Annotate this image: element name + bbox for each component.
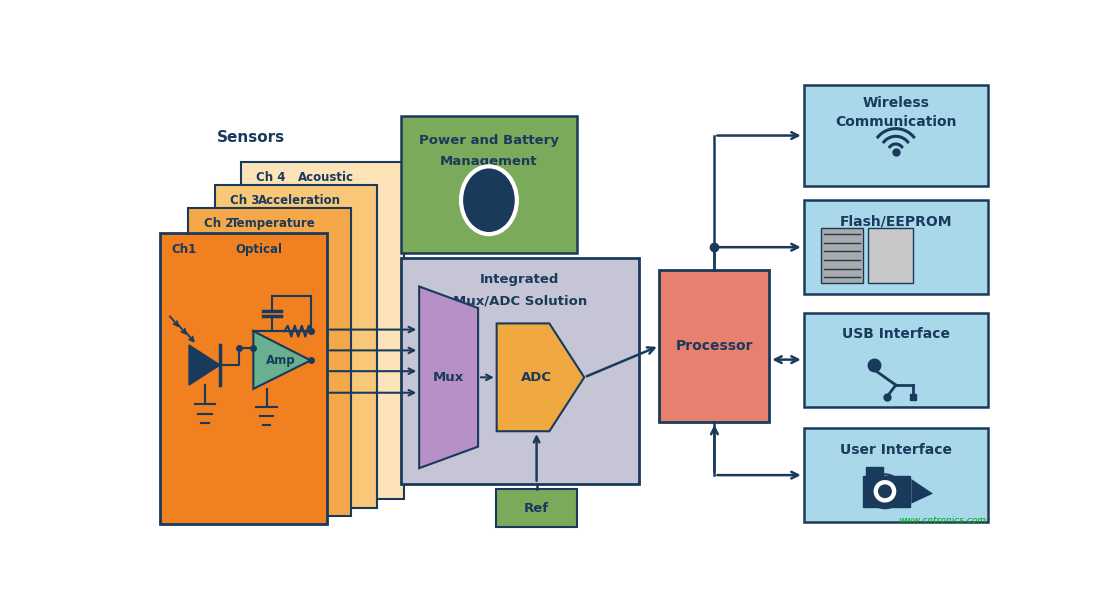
Bar (804, 200, 988, 294)
Text: Ref: Ref (525, 501, 549, 515)
Bar (866, 467, 884, 476)
Text: Optical: Optical (235, 243, 283, 256)
Text: Communication: Communication (835, 115, 957, 129)
Circle shape (878, 484, 892, 498)
Text: Wireless: Wireless (863, 96, 929, 110)
Bar (660, 269, 770, 422)
Bar (214, 185, 377, 508)
Text: Processor: Processor (675, 338, 753, 353)
Text: Flash/EEPROM: Flash/EEPROM (840, 215, 952, 229)
Bar (804, 428, 988, 522)
Circle shape (873, 479, 897, 504)
Text: Sensors: Sensors (217, 130, 285, 144)
Text: Mux: Mux (433, 371, 465, 384)
Text: Mux/ADC Solution: Mux/ADC Solution (452, 294, 587, 307)
Text: USB Interface: USB Interface (842, 327, 949, 341)
Ellipse shape (461, 167, 517, 234)
Text: Power and Battery: Power and Battery (419, 134, 559, 147)
Bar (804, 313, 988, 407)
Bar (241, 162, 404, 499)
Text: Ch 3: Ch 3 (230, 194, 260, 207)
Bar (821, 228, 863, 284)
Polygon shape (912, 479, 933, 504)
Bar (868, 228, 913, 284)
Bar (161, 233, 327, 524)
Bar (400, 258, 639, 484)
Text: Temperature: Temperature (231, 217, 316, 230)
Text: Ch 4: Ch 4 (256, 171, 286, 184)
Polygon shape (497, 324, 584, 431)
Text: Ch1: Ch1 (171, 243, 196, 256)
Text: ADC: ADC (521, 371, 552, 384)
Bar (863, 476, 909, 507)
Bar (189, 208, 350, 516)
Bar (400, 116, 578, 253)
Bar (497, 489, 577, 528)
Text: Ch 2: Ch 2 (204, 217, 233, 230)
Text: www.cntronics.com: www.cntronics.com (898, 516, 987, 525)
Bar (804, 85, 988, 186)
Polygon shape (419, 287, 478, 468)
Text: Amp: Amp (266, 354, 296, 367)
Text: Management: Management (440, 155, 538, 168)
Text: User Interface: User Interface (840, 443, 952, 457)
Text: Acoustic: Acoustic (298, 171, 354, 184)
Text: Integrated: Integrated (480, 273, 560, 286)
Polygon shape (253, 331, 311, 389)
Text: Acceleration: Acceleration (258, 194, 342, 207)
Polygon shape (189, 345, 220, 385)
